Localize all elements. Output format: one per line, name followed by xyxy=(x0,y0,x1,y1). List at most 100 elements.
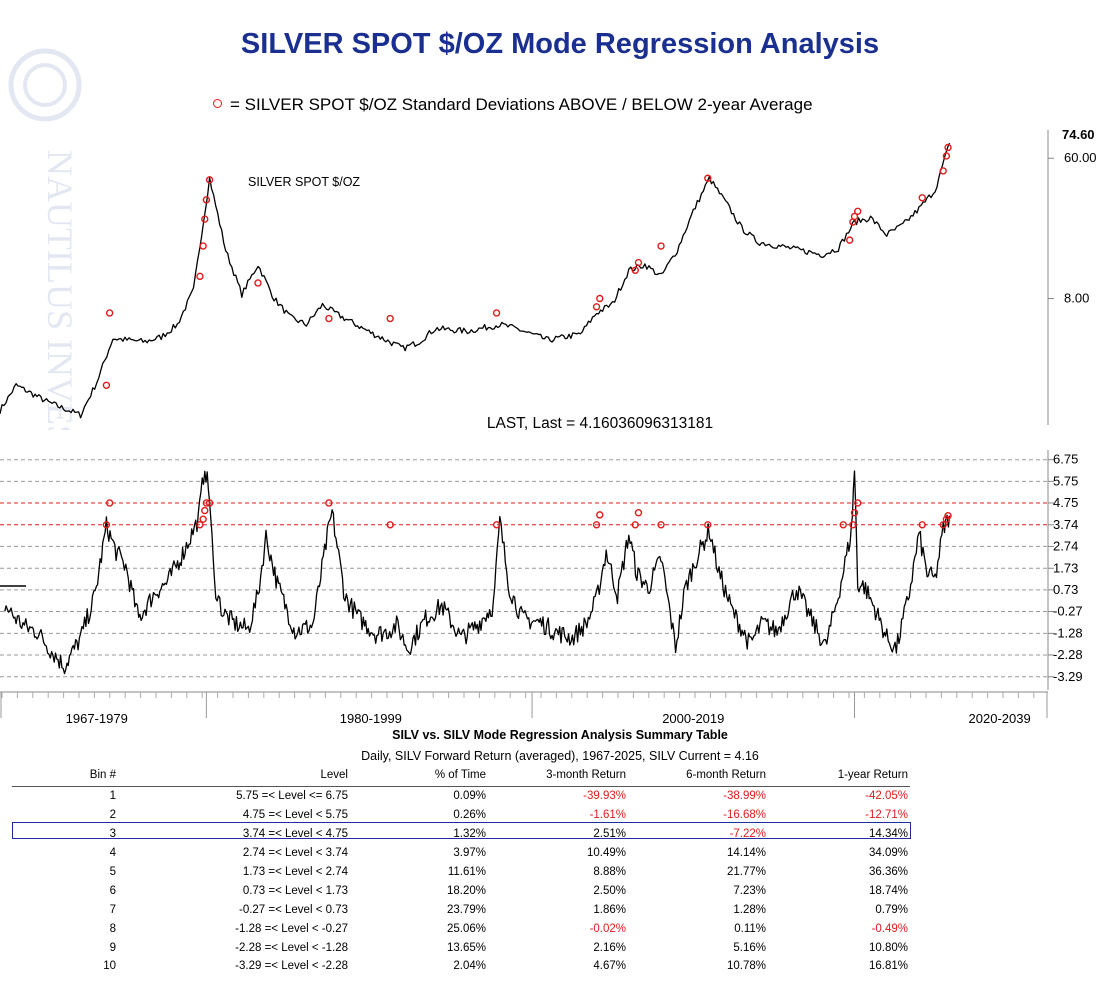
table-cell: 2.16% xyxy=(593,941,626,954)
price-marker xyxy=(592,303,601,311)
table-row: 2 4.75 =< Level < 5.75 0.26% -1.61% -16.68% -… xyxy=(12,806,910,825)
osc-marker xyxy=(704,521,712,529)
table-cell: 1.86% xyxy=(593,903,626,916)
table-cell: 25.06% xyxy=(446,922,486,935)
osc-marker xyxy=(854,499,862,507)
table-cell: 2.04% xyxy=(453,960,486,973)
table-cell: -38.99% xyxy=(723,790,766,803)
table-cell: 34.09% xyxy=(868,847,908,860)
table-cell: 1.28% xyxy=(733,903,766,916)
price-marker xyxy=(325,314,333,323)
table-cell: 2 xyxy=(109,809,116,822)
price-marker xyxy=(201,215,209,223)
price-marker xyxy=(254,279,262,287)
price-marker xyxy=(205,176,214,184)
table-row: 4 2.74 =< Level < 3.74 3.97% 10.49% 14.14% 34… xyxy=(12,844,910,863)
osc-marker xyxy=(196,521,204,529)
table-column-header: 6-month Return xyxy=(628,766,768,787)
table-cell: 4.75 =< Level < 5.75 xyxy=(242,809,348,822)
osc-marker xyxy=(325,499,333,507)
table-column-header: Level xyxy=(118,766,350,787)
table-cell: 1.73 =< Level < 2.74 xyxy=(242,866,348,878)
table-row: 7 -0.27 =< Level < 0.73 23.79% 1.86% 1.28% 0.… xyxy=(12,900,910,919)
price-marker xyxy=(704,174,712,182)
table-cell: 1.32% xyxy=(453,828,486,841)
oscillator-markers xyxy=(102,499,952,529)
oscillator-grid: 6.75 5.75 4.75 3.74 2.74 1.73 0.73 -0.27 -1.28 -2… xyxy=(0,452,1083,684)
osc-marker xyxy=(201,506,209,515)
table-cell: 23.79% xyxy=(446,903,486,916)
table-cell: 2.51% xyxy=(593,828,626,841)
price-marker xyxy=(202,196,211,204)
table-cell: 2.50% xyxy=(593,884,626,897)
table-cell: 0.11% xyxy=(734,922,766,935)
price-marker xyxy=(196,272,204,281)
table-cell: 8 xyxy=(109,922,116,935)
table-row: 3 3.74 =< Level < 4.75 1.32% 2.51% -7.22% 14.… xyxy=(12,825,910,844)
osc-marker xyxy=(205,499,214,507)
osc-tick-label: 0.73 xyxy=(1053,582,1078,597)
osc-marker xyxy=(918,521,926,529)
table-cell: -39.93% xyxy=(583,790,626,803)
table-cell: -2.28 =< Level < -1.28 xyxy=(235,941,348,954)
table-row: 6 0.73 =< Level < 1.73 18.20% 2.50% 7.23% 18.… xyxy=(12,881,910,900)
table-cell: 2.74 =< Level < 3.74 xyxy=(242,847,348,860)
price-last-value: 74.60 xyxy=(1062,127,1095,142)
osc-marker xyxy=(850,509,859,517)
table-cell: -0.49% xyxy=(871,922,908,935)
oscillator-title: LAST, Last = 4.16036096313181 xyxy=(487,415,713,432)
table-cell: 5.75 =< Level <= 6.75 xyxy=(236,790,348,803)
price-marker xyxy=(939,167,947,175)
table-cell: -12.71% xyxy=(865,809,908,822)
price-marker xyxy=(854,207,862,215)
oscillator-panel: 6.75 5.75 4.75 3.74 2.74 1.73 0.73 -0.27 -1.28 -2… xyxy=(0,450,1083,690)
x-tick-label: 2020-2039 xyxy=(969,711,1031,726)
x-minor-ticks xyxy=(1,692,1035,698)
table-row: 10 -3.29 =< Level < -2.28 2.04% 4.67% 10.78%… xyxy=(12,957,910,976)
osc-tick-label: -3.29 xyxy=(1053,669,1083,684)
table-cell: 10 xyxy=(103,960,116,973)
osc-tick-label: -0.27 xyxy=(1053,604,1083,619)
table-column-header: % of Time xyxy=(350,766,488,787)
table-cell: 7 xyxy=(109,903,116,916)
table-cell: 0.26% xyxy=(453,809,486,822)
price-marker xyxy=(845,236,854,244)
price-marker xyxy=(102,381,111,389)
table-cell: 7.23% xyxy=(733,884,766,897)
legend-text: = SILVER SPOT $/OZ Standard Deviations A… xyxy=(230,95,813,114)
osc-marker xyxy=(592,521,601,529)
osc-marker xyxy=(939,521,947,529)
table-cell: 4.67% xyxy=(593,960,626,973)
price-line xyxy=(0,142,951,419)
osc-marker xyxy=(386,521,394,529)
table-cell: 14.34% xyxy=(868,828,908,841)
osc-marker xyxy=(944,512,952,520)
table-cell: 4 xyxy=(109,847,116,860)
table-subtitle: Daily, SILV Forward Return (averaged), 1… xyxy=(361,749,759,763)
table-title: SILV vs. SILV Mode Regression Analysis S… xyxy=(392,728,728,742)
table-cell: 8.88% xyxy=(593,866,626,878)
x-tick-label: 1980-1999 xyxy=(340,711,402,726)
table-row: 8 -1.28 =< Level < -0.27 25.06% -0.02% 0.11%… xyxy=(12,919,910,938)
x-tick-label: 2000-2019 xyxy=(662,711,724,726)
price-series-label: SILVER SPOT $/OZ xyxy=(248,175,360,189)
price-marker xyxy=(850,212,859,221)
table-cell: -42.05% xyxy=(865,790,908,803)
table-cell: 14.14% xyxy=(726,847,766,860)
table-cell: 3 xyxy=(109,828,116,841)
table-cell: -0.02% xyxy=(589,922,626,935)
price-marker xyxy=(631,266,639,274)
price-tick-label: 8.00 xyxy=(1064,290,1089,305)
osc-marker xyxy=(105,499,114,507)
osc-tick-label: 6.75 xyxy=(1053,452,1078,467)
table-cell: -7.22% xyxy=(729,828,766,841)
table-cell: -16.68% xyxy=(723,809,766,822)
table-cell: 10.78% xyxy=(726,960,766,973)
table-cell: 18.20% xyxy=(446,884,486,897)
table-cell: -1.61% xyxy=(589,809,626,822)
chart-legend: = SILVER SPOT $/OZ Standard Deviations A… xyxy=(213,95,813,115)
x-labels: 1967-1979 1980-1999 2000-2019 2020-2039 xyxy=(66,711,1031,726)
table-cell: 0.79% xyxy=(875,903,908,916)
table-cell: 6 xyxy=(109,884,116,897)
osc-tick-label: 5.75 xyxy=(1053,473,1078,488)
